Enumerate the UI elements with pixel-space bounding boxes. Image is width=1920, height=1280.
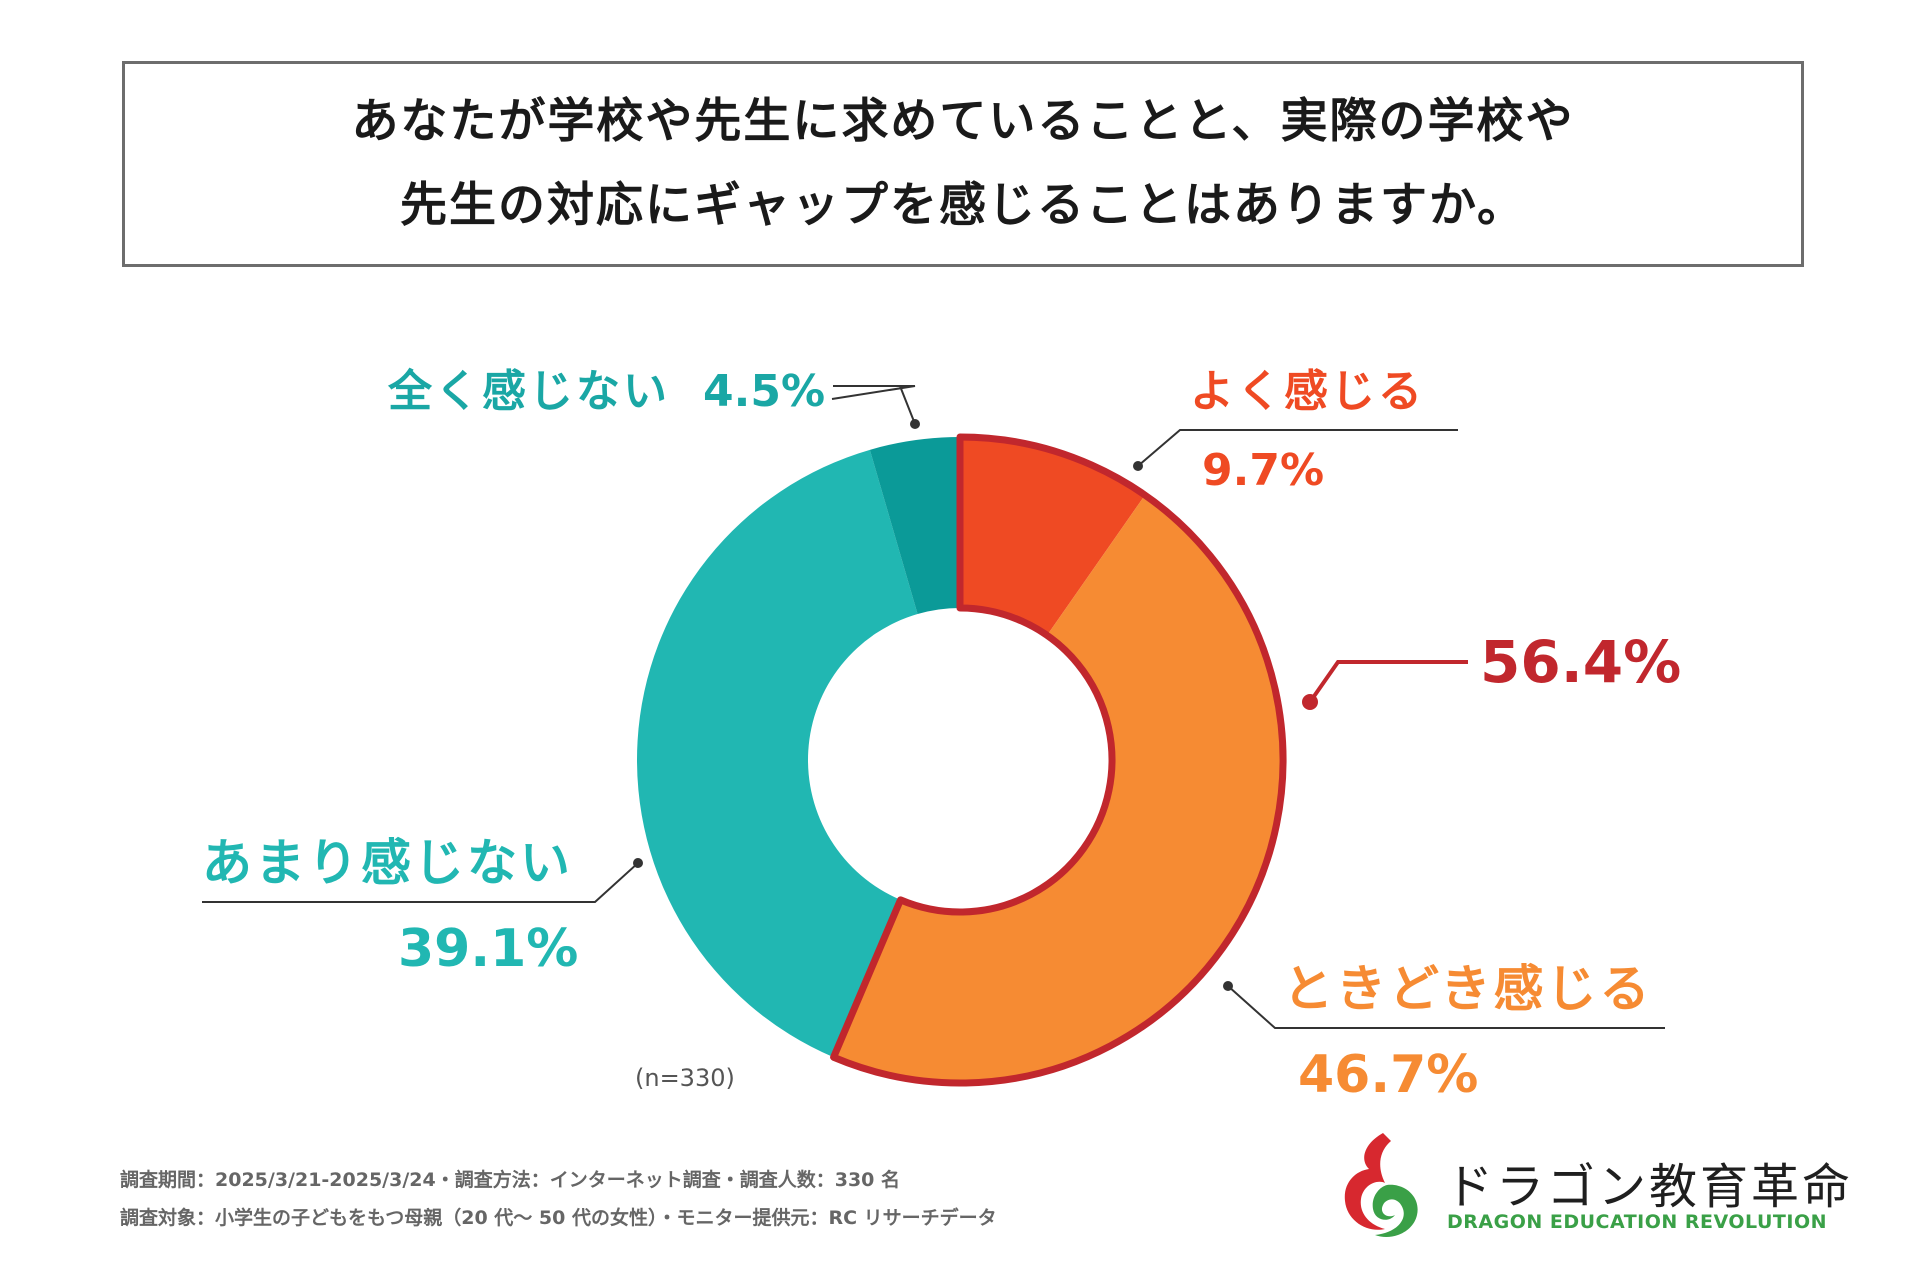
value-mattaku: 4.5%: [703, 366, 825, 417]
label-mattaku: 全く感じない: [387, 366, 670, 417]
value-tokidoki: 46.7%: [1298, 1045, 1478, 1105]
sample-note: (n=330): [635, 1064, 735, 1092]
leader-line-highlight: [1308, 660, 1468, 704]
title-line-2: 先生の対応にギャップを感じることはありますか。: [399, 178, 1527, 233]
footer-line-1: 調査期間：2025/3/21-2025/3/24・調査方法：インターネット調査・…: [120, 1169, 901, 1191]
leader-dot-highlight: [1302, 694, 1318, 710]
label-tokidoki: ときどき感じる: [1283, 960, 1653, 1018]
title-box: あなたが学校や先生に求めていることと、実際の学校や 先生の対応にギャップを感じる…: [122, 61, 1804, 267]
leader-line-mattaku-2: [833, 385, 916, 425]
leader-line-yoku: [1137, 429, 1458, 467]
leader-dot-tokidoki: [1223, 981, 1233, 991]
label-amari: あまり感じない: [202, 834, 573, 892]
footer-line-2: 調査対象：小学生の子どもをもつ母親（20 代〜 50 代の女性）・モニター提供元…: [120, 1207, 997, 1229]
highlight-outline: [830, 433, 1287, 1087]
slice-tokidoki: [833, 495, 1283, 1083]
leader-dot-yoku: [1133, 461, 1143, 471]
title-line-1: あなたが学校や先生に求めていることと、実際の学校や: [351, 94, 1575, 149]
value-highlight: 56.4%: [1480, 628, 1681, 696]
leader-dots: [633, 419, 1233, 991]
slice-yoku: [960, 437, 1145, 636]
brand-subtitle: DRAGON EDUCATION REVOLUTION: [1447, 1211, 1827, 1233]
slice-amari: [637, 449, 918, 1058]
value-amari: 39.1%: [398, 919, 578, 979]
brand-logo-block: ドラゴン教育革命 DRAGON EDUCATION REVOLUTION: [1325, 1125, 1850, 1245]
dragon-logo-icon: [1344, 1133, 1418, 1237]
value-yoku: 9.7%: [1202, 445, 1324, 496]
leader-line-amari: [202, 862, 639, 903]
leader-lines: [202, 385, 1665, 1029]
brand-name: ドラゴン教育革命: [1445, 1159, 1854, 1215]
leader-dot-amari: [633, 858, 643, 868]
label-yoku: よく感じる: [1190, 366, 1425, 417]
slice-mattaku: [869, 437, 960, 615]
leader-line-tokidoki: [1227, 985, 1665, 1029]
